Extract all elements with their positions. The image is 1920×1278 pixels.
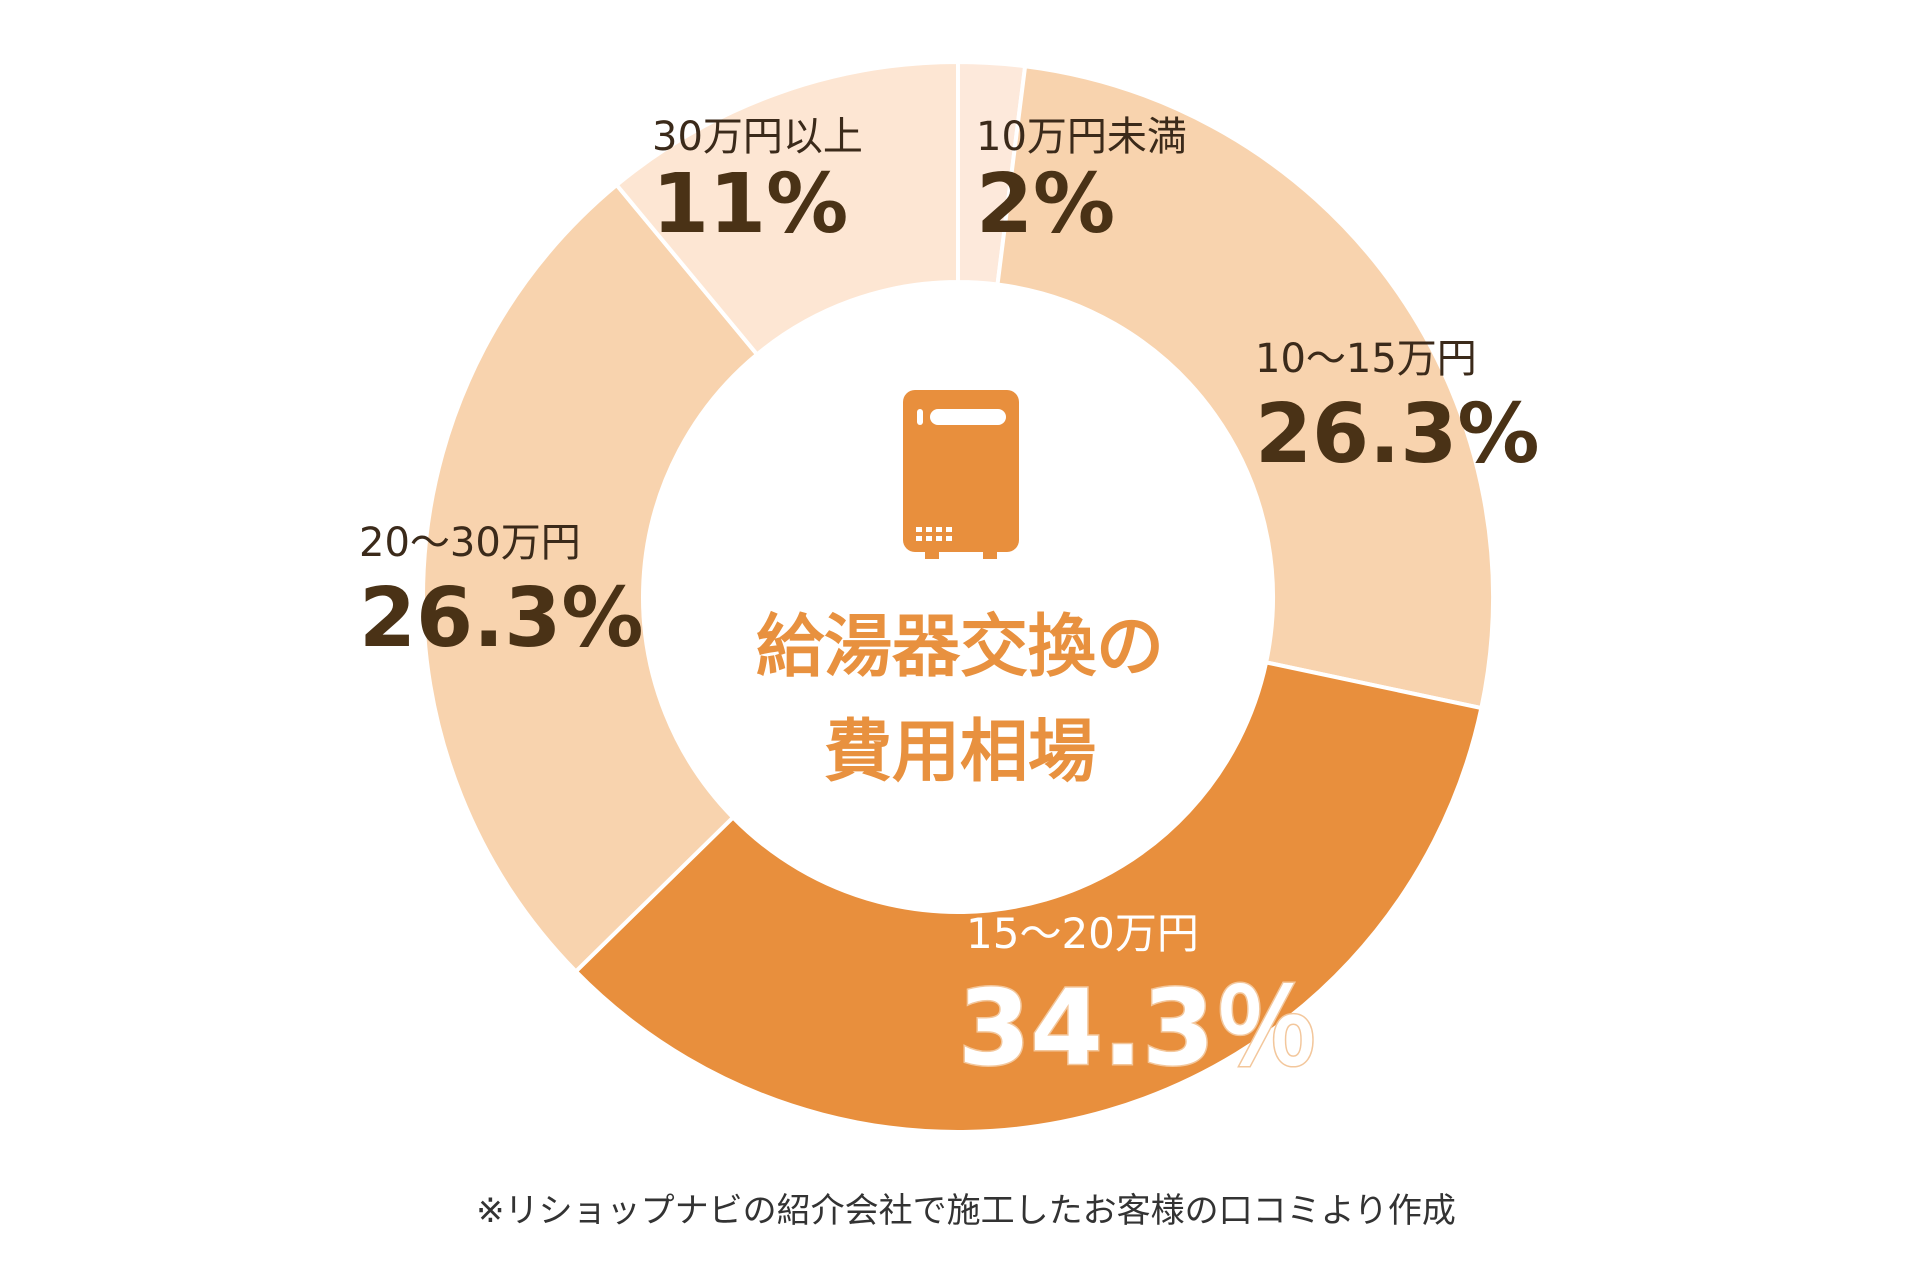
water-heater-icon	[903, 390, 1019, 559]
slice-value-over-30: 11%	[652, 157, 848, 252]
footnote: ※リショップナビの紹介会社で施工したお客様の口コミより作成	[476, 1191, 1456, 1231]
slice-label-over-30: 30万円以上	[652, 114, 863, 160]
donut-slice-2	[573, 660, 1484, 1134]
donut-slices	[421, 59, 1495, 1134]
donut-slice-4	[613, 59, 960, 358]
center-title-line-2: 費用相場	[824, 713, 1096, 792]
slice-value-10-15: 26.3%	[1255, 387, 1539, 482]
donut-slice-1	[995, 63, 1495, 711]
slice-value-20-30: 26.3%	[359, 571, 643, 666]
slice-label-15-20: 15〜20万円	[966, 909, 1199, 958]
slice-value-15-20: 34.3％	[958, 967, 1319, 1089]
slice-value-under-10: 2%	[976, 157, 1115, 252]
donut-slice-3	[421, 182, 760, 975]
center-title-line-1: 給湯器交換の	[756, 608, 1164, 687]
slice-label-under-10: 10万円未満	[976, 114, 1187, 160]
slice-label-20-30: 20〜30万円	[359, 520, 581, 566]
slice-label-10-15: 10〜15万円	[1255, 336, 1477, 382]
